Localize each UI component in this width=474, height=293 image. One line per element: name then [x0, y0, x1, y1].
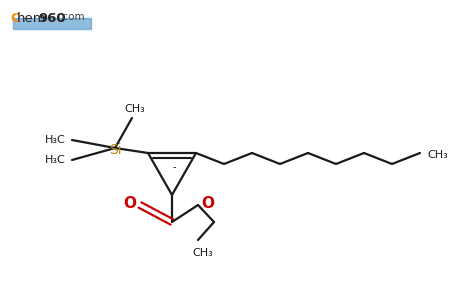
Text: hem: hem — [17, 12, 46, 25]
Text: H₃C: H₃C — [45, 155, 65, 165]
Text: CH₃: CH₃ — [125, 104, 146, 114]
Text: C: C — [10, 12, 19, 25]
Text: -: - — [172, 162, 176, 172]
Text: .com: .com — [60, 12, 86, 22]
Text: CH₃: CH₃ — [192, 248, 213, 258]
Text: O: O — [201, 197, 215, 212]
Text: H₃C: H₃C — [45, 135, 65, 145]
Bar — [13, 18, 91, 29]
Text: CH₃: CH₃ — [428, 150, 448, 160]
Text: 960: 960 — [38, 12, 65, 25]
Text: Si: Si — [109, 143, 121, 157]
Text: O: O — [124, 197, 137, 212]
